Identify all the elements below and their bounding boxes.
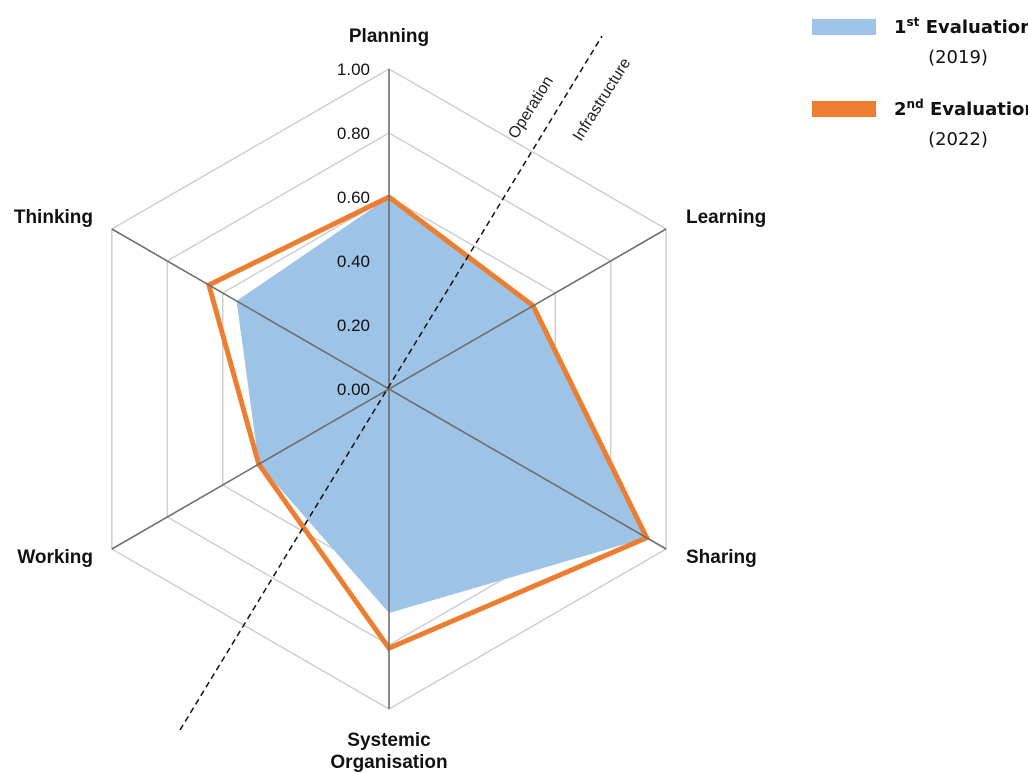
axis-label-3: Sharing <box>686 547 757 568</box>
tick-label: 0.20 <box>337 316 370 335</box>
spoke-2 <box>388 228 667 390</box>
legend-label-1: 1st Evaluation <box>894 15 1028 38</box>
axis-label-6: Thinking <box>14 207 93 228</box>
tick-label: 0.60 <box>337 188 370 207</box>
tick-label: 0.40 <box>337 252 370 271</box>
axis-labels: Planning Learning Sharing Systemic Organisat… <box>14 26 766 773</box>
axis-label-2: Learning <box>686 207 766 228</box>
legend-label-2: 2nd Evaluation <box>894 97 1028 120</box>
tick-label: 1.00 <box>337 60 370 79</box>
axis-label-1: Planning <box>349 26 429 47</box>
divider-upper-label: Operation <box>505 73 557 142</box>
spoke-5 <box>111 388 390 550</box>
tick-label: 0.80 <box>337 124 370 143</box>
divider-lower-label: Infrastructure <box>570 55 634 144</box>
axis-label-5: Working <box>17 547 93 568</box>
radar-spokes <box>111 69 667 709</box>
legend-swatch-2 <box>812 101 876 117</box>
tick-labels: 0.00 0.20 0.40 0.60 0.80 1.00 <box>337 60 370 399</box>
spoke-6 <box>111 228 390 390</box>
divider-line <box>179 35 603 731</box>
legend: 1st Evaluation (2019) 2nd Evaluation (2022) <box>812 15 1028 150</box>
series-1-area <box>236 197 647 613</box>
legend-year-1: (2019) <box>928 47 988 68</box>
legend-year-2: (2022) <box>928 129 988 150</box>
axis-label-4: Systemic Organisation <box>330 730 447 773</box>
tick-label: 0.00 <box>337 380 370 399</box>
series-layer <box>205 194 651 652</box>
legend-swatch-1 <box>812 19 876 35</box>
spoke-3 <box>388 388 667 550</box>
